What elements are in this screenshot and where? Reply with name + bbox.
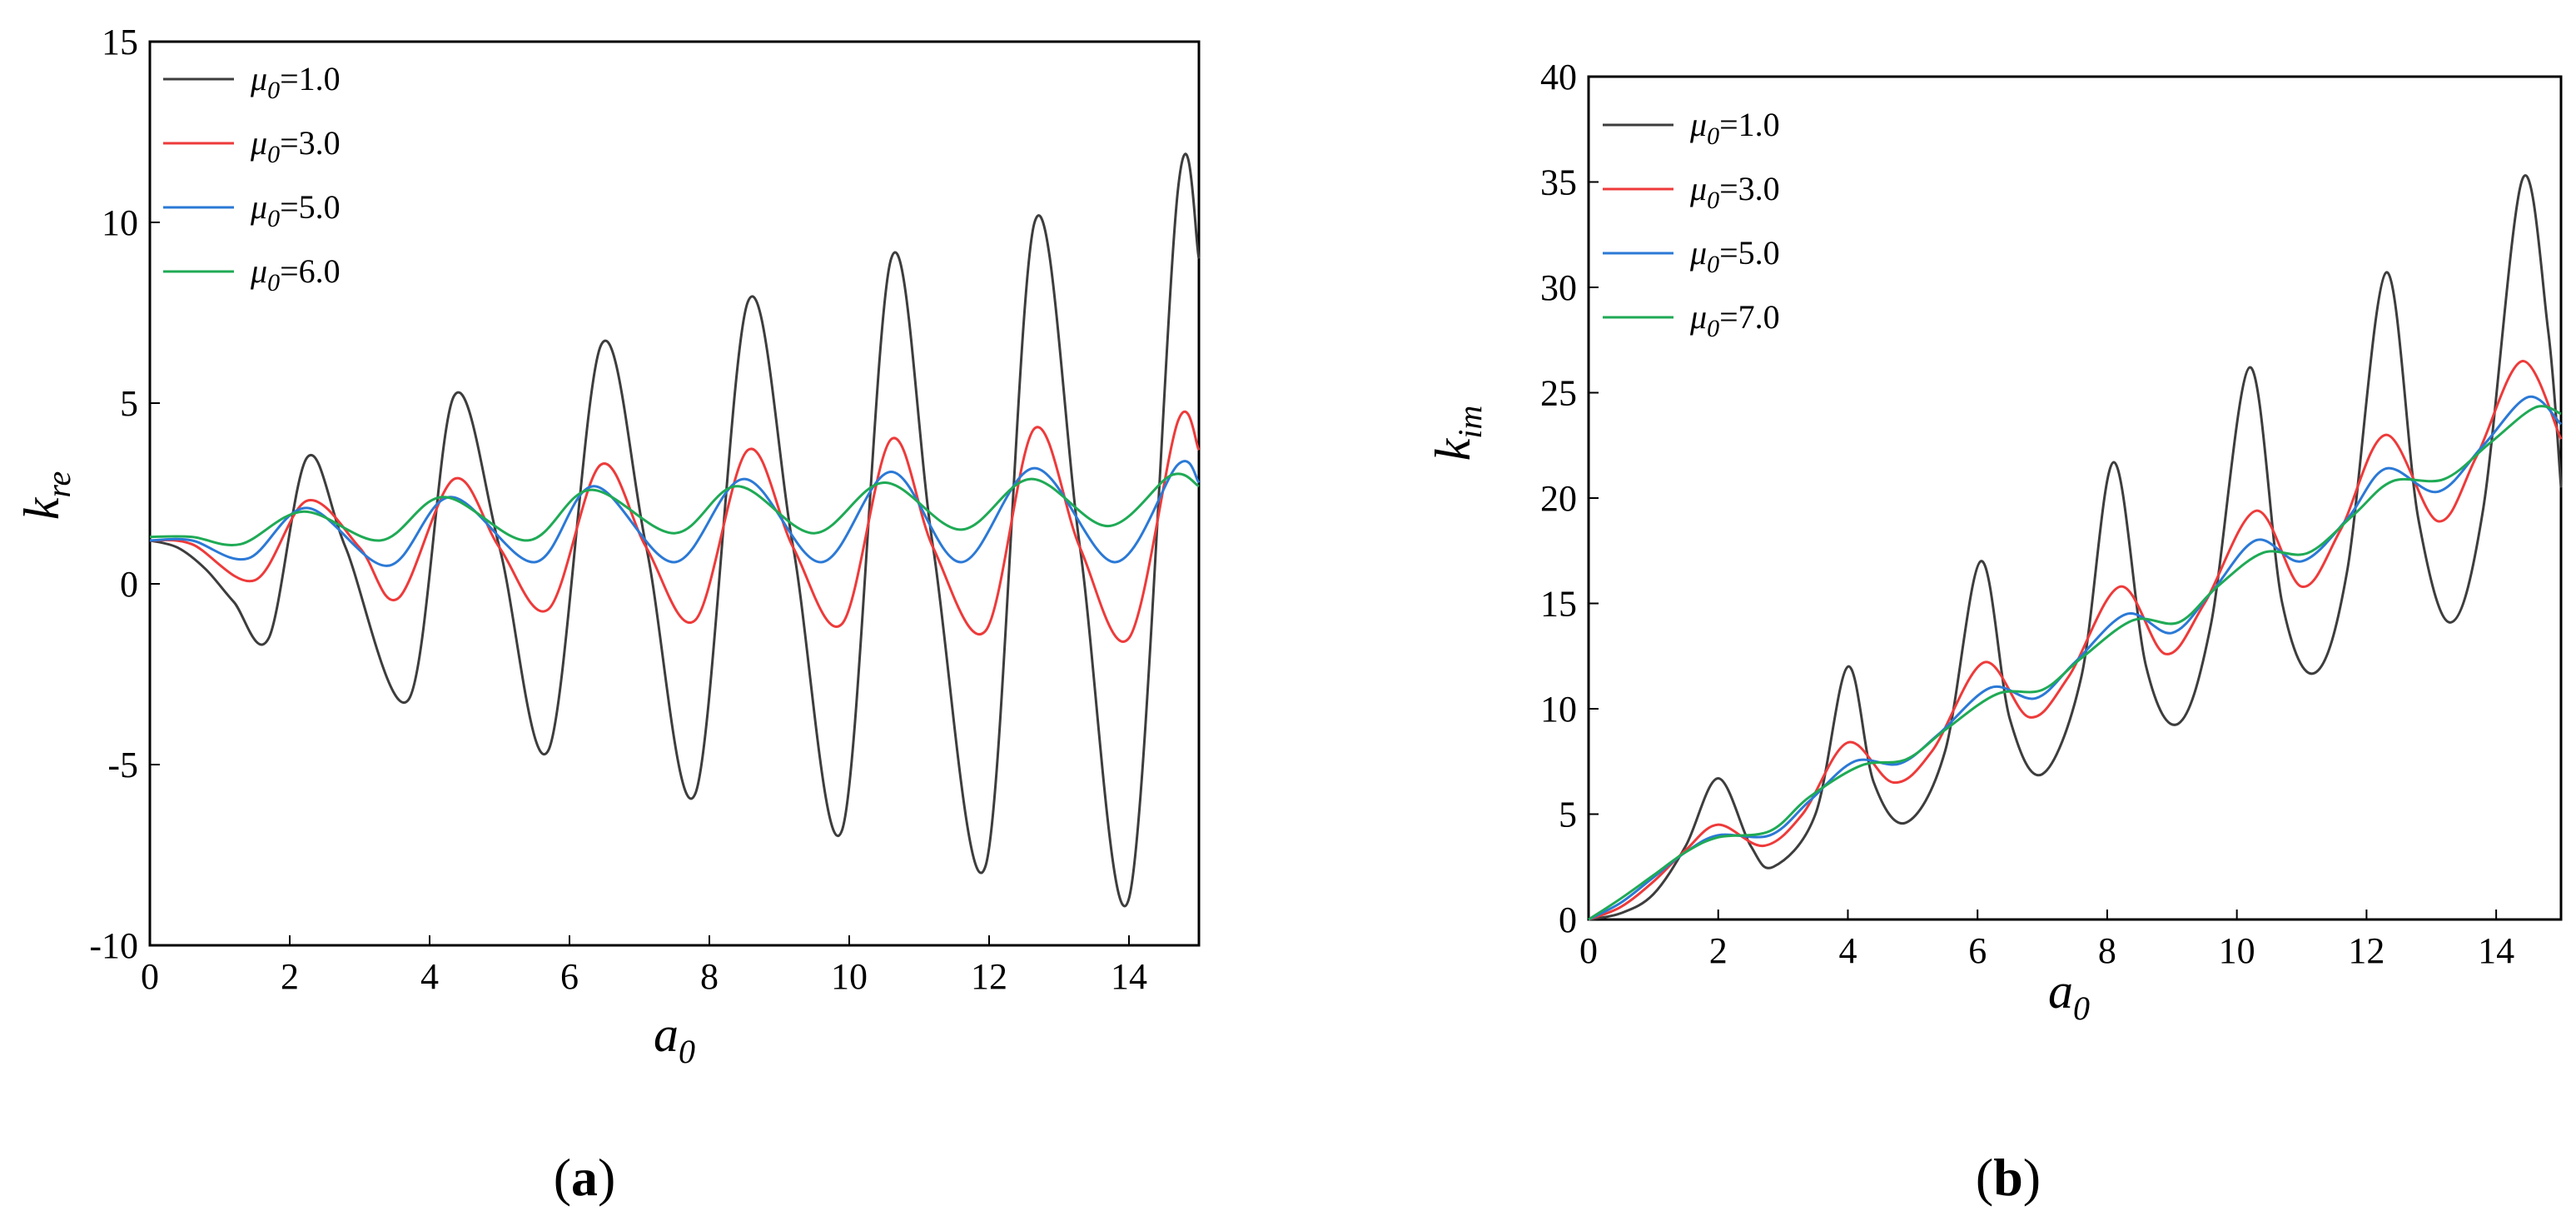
- x-tick-label: 8: [700, 956, 719, 997]
- y-tick-label: 30: [1540, 267, 1577, 308]
- legend-label: μ0=1.0: [250, 60, 341, 104]
- x-tick-label: 6: [1968, 930, 1987, 971]
- x-tick-label: 6: [560, 956, 579, 997]
- y-axis-title-a: kre: [14, 471, 77, 520]
- series-line-b-3: [1588, 396, 2563, 921]
- x-tick-label: 14: [1111, 956, 1147, 997]
- legend-a: μ0=1.0 μ0=3.0 μ0=5.0 μ0=6.0: [163, 60, 341, 297]
- legend-label: μ0=7.0: [1689, 298, 1780, 342]
- series-line-a-3: [149, 460, 1201, 567]
- series-group-a: [149, 152, 1201, 908]
- y-tick-label: -10: [89, 925, 138, 966]
- series-line-b-1: [1588, 174, 2563, 921]
- legend-label: μ0=3.0: [1689, 170, 1780, 214]
- legend-label: μ0=5.0: [1689, 234, 1780, 278]
- x-axis-title-a: a0: [654, 1007, 695, 1070]
- series-line-b-2: [1588, 360, 2563, 921]
- panel-label-b: (b): [1976, 1148, 2041, 1207]
- x-tick-label: 12: [2348, 930, 2385, 971]
- axis-ticks-a: 0 2 4 6 8 10 12 14 -10 -5 0 5 10 15: [89, 22, 1147, 997]
- y-tick-label: 15: [1540, 584, 1577, 625]
- series-line-a-2: [149, 411, 1201, 643]
- x-axis-title-b: a0: [2048, 964, 2090, 1027]
- x-tick-label: 12: [971, 956, 1007, 997]
- y-tick-label: 15: [102, 22, 138, 62]
- y-tick-label: 0: [120, 564, 138, 605]
- y-tick-label: 0: [1559, 900, 1577, 940]
- y-tick-label: 5: [120, 383, 138, 424]
- x-tick-label: 4: [1838, 930, 1857, 971]
- axis-ticks-b: 0 2 4 6 8 10 12 14 0 5 10 15 20 25 30 35 40: [1540, 57, 2514, 971]
- x-tick-label: 10: [831, 956, 868, 997]
- series-line-a-1: [149, 152, 1201, 908]
- chart-panel-a: 0 2 4 6 8 10 12 14 -10 -5 0 5 10 15 μ0=1.0 μ0=3.0 μ0=5.…: [14, 22, 1201, 1207]
- x-tick-label: 10: [2219, 930, 2255, 971]
- chart-panel-b: 0 2 4 6 8 10 12 14 0 5 10 15 20 25 30 35 40 μ0=1.0 μ0=3.0…: [1425, 57, 2563, 1207]
- series-line-a-4: [149, 472, 1200, 546]
- legend-label: μ0=6.0: [250, 252, 341, 297]
- plot-frame-a: [148, 40, 1201, 947]
- series-group-b: [1588, 174, 2563, 921]
- y-tick-label: 5: [1559, 795, 1577, 835]
- x-tick-label: 14: [2478, 930, 2514, 971]
- x-tick-label: 4: [420, 956, 439, 997]
- x-tick-label: 2: [281, 956, 299, 997]
- legend-b: μ0=1.0 μ0=3.0 μ0=5.0 μ0=7.0: [1603, 106, 1780, 342]
- y-tick-label: 40: [1540, 57, 1577, 97]
- y-tick-label: 10: [102, 202, 138, 243]
- y-tick-label: 35: [1540, 162, 1577, 203]
- panel-label-a: (a): [554, 1148, 616, 1207]
- y-tick-label: 20: [1540, 478, 1577, 519]
- legend-label: μ0=5.0: [250, 188, 341, 232]
- y-tick-label: 10: [1540, 689, 1577, 730]
- y-tick-label: 25: [1540, 373, 1577, 414]
- x-tick-label: 0: [141, 956, 159, 997]
- y-axis-title-b: kim: [1425, 406, 1489, 461]
- y-tick-label: -5: [107, 745, 138, 785]
- series-line-b-4: [1588, 405, 2562, 921]
- legend-label: μ0=1.0: [1689, 106, 1780, 150]
- x-tick-label: 2: [1709, 930, 1728, 971]
- x-tick-label: 0: [1579, 930, 1598, 971]
- x-tick-label: 8: [2098, 930, 2116, 971]
- legend-label: μ0=3.0: [250, 124, 341, 168]
